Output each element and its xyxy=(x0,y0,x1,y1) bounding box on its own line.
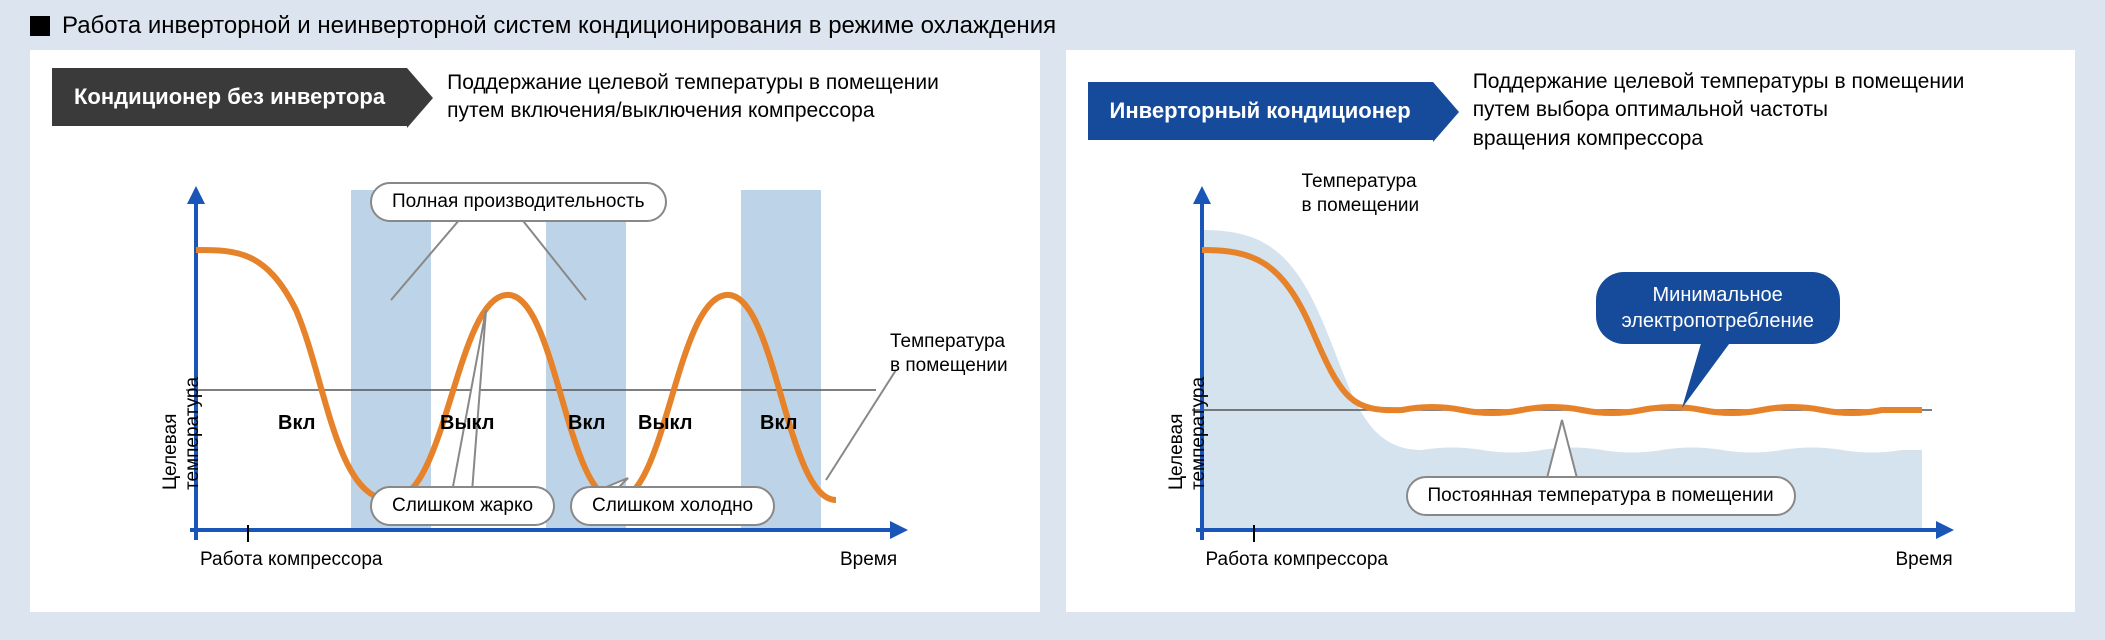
desc-line: путем включения/выключения компрессора xyxy=(447,99,874,122)
tag-non-inverter: Кондиционер без инвертора xyxy=(52,68,407,126)
x-axis-left-label: Работа компрессора xyxy=(200,548,382,572)
chart-svg xyxy=(1066,160,2066,600)
chart-non-inverter: Целевая температура xyxy=(30,160,1040,612)
bubble-full-performance: Полная производительность xyxy=(370,182,667,222)
panel-header: Кондиционер без инвертора Поддержание це… xyxy=(52,68,1018,126)
panels-container: Кондиционер без инвертора Поддержание це… xyxy=(0,50,2105,612)
panel-inverter: Инверторный кондиционер Поддержание целе… xyxy=(1066,50,2076,612)
page-title-row: Работа инверторной и неинверторной систе… xyxy=(0,0,2105,50)
tag-inverter: Инверторный кондиционер xyxy=(1088,82,1433,140)
room-temp-label: Температура в помещении xyxy=(890,330,1008,378)
panel-non-inverter: Кондиционер без инвертора Поддержание це… xyxy=(30,50,1040,612)
x-axis-right-label: Время xyxy=(840,548,897,572)
x-axis-left-label: Работа компрессора xyxy=(1206,548,1388,572)
bubble-too-cold: Слишком холодно xyxy=(570,486,775,526)
bubble-constant-temp: Постоянная температура в помещении xyxy=(1406,476,1796,516)
title-square-icon xyxy=(30,16,50,36)
bubble-min-power: Минимальное электропотребление xyxy=(1596,272,1840,344)
y-axis-label: Целевая температура xyxy=(1166,377,1210,490)
room-temp-label: Температура в помещении xyxy=(1302,170,1420,218)
state-off: Выкл xyxy=(638,412,692,435)
state-on: Вкл xyxy=(278,412,315,435)
desc-line: Поддержание целевой температуры в помеще… xyxy=(1473,70,1965,93)
y-axis-label: Целевая температура xyxy=(160,377,204,490)
desc-line: Поддержание целевой температуры в помеще… xyxy=(447,71,939,94)
state-on: Вкл xyxy=(568,412,605,435)
desc-line: вращения компрессора xyxy=(1473,127,1703,150)
chart-inverter: Целевая температура xyxy=(1066,160,2076,612)
state-off: Выкл xyxy=(440,412,494,435)
bubble-too-hot: Слишком жарко xyxy=(370,486,555,526)
panel-description: Поддержание целевой температуры в помеще… xyxy=(1473,68,1965,153)
panel-description: Поддержание целевой температуры в помеще… xyxy=(447,69,939,126)
page-title: Работа инверторной и неинверторной систе… xyxy=(62,12,1056,40)
panel-header: Инверторный кондиционер Поддержание целе… xyxy=(1088,68,2054,153)
state-on: Вкл xyxy=(760,412,797,435)
x-axis-right-label: Время xyxy=(1896,548,1953,572)
desc-line: путем выбора оптимальной частоты xyxy=(1473,98,1828,121)
